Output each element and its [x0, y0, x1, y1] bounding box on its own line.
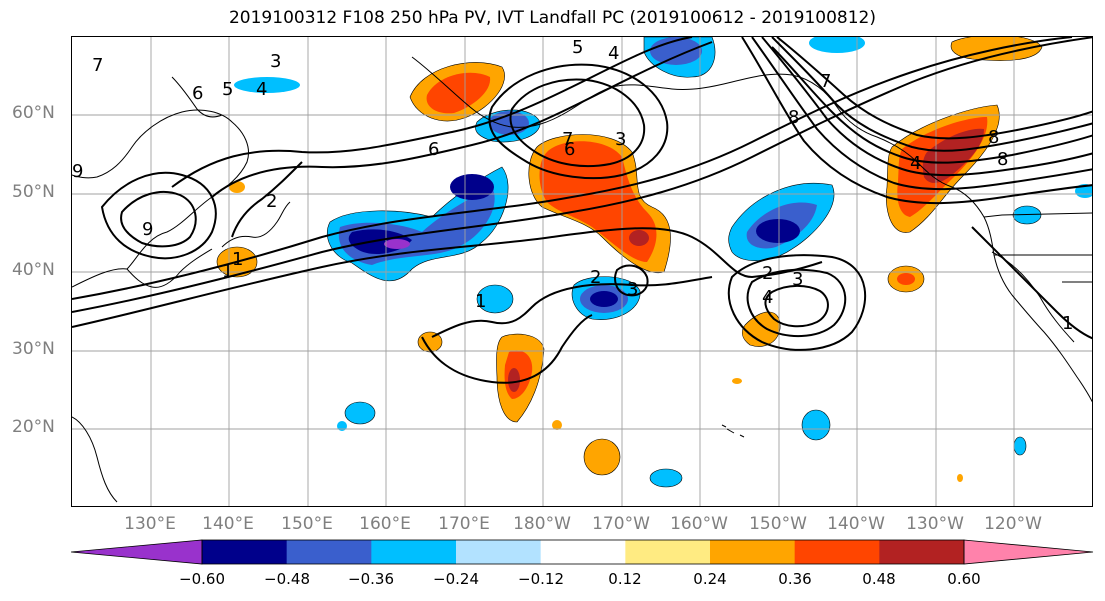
- lon-label: 140°E: [202, 514, 254, 534]
- positive-anomaly-region: [552, 420, 562, 430]
- colorbar: [71, 539, 1094, 565]
- contour-label: 7: [820, 71, 831, 92]
- contour-label: 3: [615, 129, 626, 150]
- colorbar-extension-high: [964, 540, 1093, 564]
- contour-label: 3: [792, 269, 803, 290]
- negative-anomaly-region: [489, 111, 529, 135]
- positive-anomaly-region: [629, 230, 649, 246]
- colorbar-tick-label: −0.36: [348, 570, 394, 588]
- colorbar-extension-low: [71, 540, 202, 564]
- negative-anomaly-region: [1013, 436, 1027, 456]
- colorbar-segment: [794, 540, 880, 564]
- lon-label: 160°W: [670, 514, 728, 534]
- negative-anomaly-region: [344, 401, 376, 425]
- graticule: [72, 37, 1092, 506]
- contour-label: 6: [192, 83, 203, 104]
- lon-label: 160°E: [359, 514, 411, 534]
- positive-anomaly-region: [417, 331, 443, 353]
- positive-anomaly-region: [508, 368, 520, 392]
- ivt-contours: [72, 37, 1092, 384]
- colorbar-segment: [879, 540, 965, 564]
- contour-label: 8: [988, 127, 999, 148]
- colorbar-tick-label: −0.48: [264, 570, 310, 588]
- colorbar-tick-label: 0.12: [608, 570, 642, 588]
- contour-label: 6: [564, 139, 575, 160]
- negative-anomaly-region: [801, 409, 831, 441]
- negative-anomaly-region: [450, 174, 494, 200]
- contour-label: 6: [428, 139, 439, 160]
- contour-label: 3: [627, 279, 638, 300]
- positive-anomaly-region: [922, 128, 984, 183]
- contour-label: 1: [222, 261, 233, 282]
- lon-label: 130°E: [124, 514, 176, 534]
- colorbar-segment: [286, 540, 372, 564]
- colorbar-segment: [625, 540, 711, 564]
- contour-label: 4: [910, 153, 921, 174]
- lon-label: 170°W: [592, 514, 650, 534]
- contour-label: 7: [562, 129, 573, 150]
- contour-label: 2: [266, 191, 277, 212]
- colorbar-tick-label: 0.36: [778, 570, 812, 588]
- colorbar-segment: [202, 540, 288, 564]
- lon-label: 150°E: [281, 514, 333, 534]
- positive-anomaly-region: [957, 474, 963, 482]
- negative-anomaly-region: [337, 421, 347, 431]
- lon-label: 180°W: [513, 514, 571, 534]
- lon-label: 140°W: [827, 514, 885, 534]
- lon-label: 170°E: [438, 514, 490, 534]
- lon-label: 130°W: [906, 514, 964, 534]
- colorbar-tick-label: 0.48: [862, 570, 896, 588]
- lat-label: 40°N: [12, 260, 55, 280]
- contour-label: 5: [222, 79, 233, 100]
- contour-label: 4: [762, 287, 773, 308]
- contour-label: 3: [270, 51, 281, 72]
- contour-label: 4: [256, 79, 267, 100]
- negative-anomaly-region: [809, 37, 865, 53]
- positive-anomaly-region: [732, 378, 742, 384]
- map-canvas: 7 3 6 5 4 5 4 7 8 6 2 6 9 1 1 2 3 2 3 4 …: [72, 37, 1092, 506]
- map-title: 2019100312 F108 250 hPa PV, IVT Landfall…: [228, 8, 876, 28]
- lat-label: 50°N: [12, 182, 55, 202]
- contour-label: 4: [608, 43, 619, 64]
- contour-label: 1: [232, 249, 243, 270]
- colorbar-tick-label: 0.24: [693, 570, 727, 588]
- colorbar-segment: [540, 540, 626, 564]
- lat-label: 60°N: [12, 103, 55, 123]
- negative-anomaly-region: [649, 468, 683, 488]
- colorbar-segment: [371, 540, 457, 564]
- contour-label: 9: [142, 219, 153, 240]
- colorbar-segment: [456, 540, 542, 564]
- contour-label: 2: [590, 267, 601, 288]
- lon-label: 120°W: [984, 514, 1042, 534]
- lat-label: 30°N: [12, 339, 55, 359]
- positive-anomaly-region: [583, 438, 621, 476]
- contour-label: 5: [572, 37, 583, 58]
- contour-label: 8: [788, 107, 799, 128]
- positive-anomaly-region: [897, 273, 915, 285]
- contour-label: 2: [762, 263, 773, 284]
- lat-label: 20°N: [12, 417, 55, 437]
- contour-label: 1: [1062, 313, 1073, 334]
- positive-anomaly-region: [539, 141, 657, 262]
- colorbar-tick-label: −0.24: [433, 570, 479, 588]
- contour-label: 8: [997, 149, 1008, 170]
- colorbar-segments: [71, 540, 1093, 564]
- anomaly-shading: [216, 37, 1092, 488]
- map-panel: 7 3 6 5 4 5 4 7 8 6 2 6 9 1 1 2 3 2 3 4 …: [71, 36, 1093, 507]
- colorbar-tick-label: −0.12: [518, 570, 564, 588]
- lon-label: 150°W: [749, 514, 807, 534]
- colorbar-tick-label: −0.60: [179, 570, 225, 588]
- colorbar-tick-label: 0.60: [947, 570, 981, 588]
- contour-label: 9: [72, 161, 83, 182]
- negative-anomaly-region: [234, 77, 300, 93]
- negative-anomaly-region: [384, 239, 410, 249]
- negative-anomaly-region: [476, 284, 514, 314]
- negative-anomaly-region: [756, 219, 800, 243]
- contour-labels: 7 3 6 5 4 5 4 7 8 6 2 6 9 1 1 2 3 2 3 4 …: [72, 37, 1073, 334]
- contour-label: 7: [92, 55, 103, 76]
- negative-anomaly-region: [590, 291, 618, 307]
- colorbar-segment: [710, 540, 796, 564]
- contour-label: 1: [475, 291, 486, 312]
